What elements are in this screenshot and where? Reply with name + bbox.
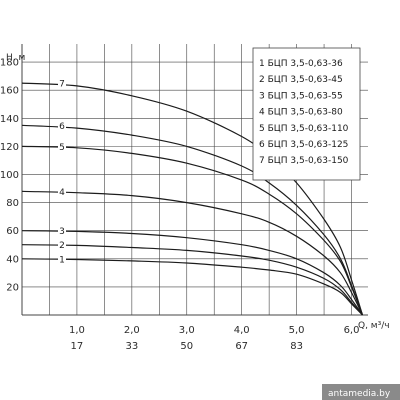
ticks-layer: 204060801001201401601801,0172,0333,0504,… <box>0 58 359 352</box>
legend: 1 БЦП 3,5-0,63-36 2 БЦП 3,5-0,63-45 3 БЦП … <box>252 47 361 181</box>
watermark-background <box>322 384 400 400</box>
legend-item: 2 БЦП 3,5-0,63-45 <box>259 75 343 85</box>
x-tick-label-secondary: 33 <box>125 341 138 352</box>
series-line <box>21 258 363 316</box>
y-tick-label: 80 <box>6 198 19 209</box>
y-tick-label: 20 <box>6 282 19 293</box>
x-tick-label: 4,0 <box>234 325 250 336</box>
series-tag-background <box>58 239 66 250</box>
y-tick-label: 140 <box>0 114 19 125</box>
series-line <box>21 124 364 316</box>
series-tag-label: 3 <box>59 227 65 237</box>
x-axis-label: Q, м³/ч <box>358 321 390 331</box>
legend-item: 5 БЦП 3,5-0,63-110 <box>259 124 349 134</box>
series-line <box>21 244 363 316</box>
watermark: antamedia.by <box>322 384 400 400</box>
x-tick-label: 6,0 <box>344 325 360 336</box>
series-tag-label: 1 <box>59 255 65 265</box>
series-line <box>21 190 364 316</box>
legend-item: 1 БЦП 3,5-0,63-36 <box>259 59 343 69</box>
x-tick-label-secondary: 83 <box>290 341 303 352</box>
watermark-text: antamedia.by <box>328 389 391 399</box>
y-tick-label: 60 <box>6 226 19 237</box>
legend-item: 6 БЦП 3,5-0,63-125 <box>259 140 348 150</box>
x-tick-label: 2,0 <box>124 325 140 336</box>
legend-box <box>252 47 361 181</box>
x-tick-label-secondary: 50 <box>180 341 193 352</box>
series-tag-background <box>58 119 66 130</box>
series-tag-background <box>58 253 66 264</box>
series-tag-background <box>58 185 66 196</box>
legend-item: 7 БЦП 3,5-0,63-150 <box>259 156 349 166</box>
series-tag-background <box>58 225 66 236</box>
legend-item: 3 БЦП 3,5-0,63-55 <box>259 91 343 101</box>
series-tag-label: 4 <box>59 188 65 198</box>
y-tick-label: 100 <box>0 170 19 181</box>
series-tag-label: 5 <box>59 143 65 153</box>
series-line <box>21 230 363 316</box>
x-tick-label: 3,0 <box>179 325 195 336</box>
x-tick-label: 1,0 <box>69 325 85 336</box>
series-tag-background <box>58 77 66 88</box>
x-tick-label: 5,0 <box>289 325 305 336</box>
y-tick-label: 160 <box>0 86 19 97</box>
series-tag-background <box>58 140 66 151</box>
series-line <box>21 145 364 316</box>
legend-item: 4 БЦП 3,5-0,63-80 <box>259 108 343 118</box>
series-tag-label: 6 <box>59 122 65 132</box>
y-tick-label: 40 <box>6 254 19 265</box>
y-axis-label: H, м <box>6 53 25 63</box>
x-tick-label-secondary: 17 <box>71 341 84 352</box>
y-tick-label: 180 <box>0 58 19 69</box>
series-tag-label: 7 <box>59 80 65 90</box>
series-tag-label: 2 <box>59 241 65 251</box>
y-tick-label: 120 <box>0 142 19 153</box>
x-tick-label-secondary: 67 <box>235 341 248 352</box>
